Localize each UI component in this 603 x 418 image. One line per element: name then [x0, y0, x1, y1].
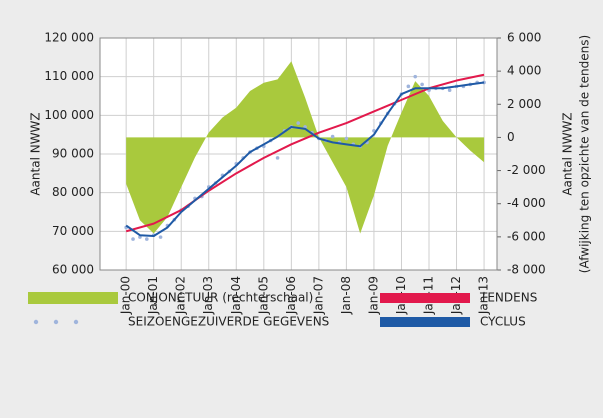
y2-tick-label: -4 000	[507, 196, 546, 210]
x-tick-label: Jan-00	[119, 276, 133, 315]
y2-tick-label: -2 000	[507, 163, 546, 177]
legend-swatch	[380, 317, 470, 327]
x-tick-label: Jan-03	[201, 276, 215, 315]
y2-axis-title: (Afwijking ten opzichte van de tendens)	[578, 35, 592, 273]
data-point	[420, 82, 424, 87]
y-tick-label: 110 000	[44, 69, 94, 83]
y2-tick-label: -6 000	[507, 229, 546, 243]
data-point	[158, 235, 163, 239]
legend-swatch	[33, 319, 39, 325]
x-tick-label: Jan-07	[311, 276, 325, 315]
data-point	[413, 74, 418, 79]
y2-tick-label: 2 000	[507, 97, 541, 111]
legend-label: CYCLUS	[480, 315, 526, 329]
y-axis-title: Aantal NWWZ	[29, 112, 43, 195]
legend-label: CONJONCTUUR (rechterschaal)	[128, 291, 313, 305]
y-tick-label: 90 000	[52, 147, 94, 161]
x-tick-label: Jan-06	[284, 276, 298, 315]
y2-tick-label: 4 000	[507, 64, 541, 78]
x-tick-label: Jan-09	[366, 276, 380, 315]
legend-swatch	[53, 319, 59, 325]
plot-border	[99, 37, 498, 271]
data-point	[330, 134, 335, 139]
data-point	[406, 84, 411, 89]
legend-label: SEIZOENGEZUIVERDE GEGEVENS	[128, 315, 329, 329]
data-point	[447, 88, 452, 92]
y2-tick-label: -8 000	[507, 263, 546, 277]
line	[125, 81, 485, 237]
y-tick-label: 100 000	[44, 108, 94, 122]
y-tick-label: 120 000	[44, 31, 94, 45]
legend-swatch	[380, 293, 470, 303]
x-tick-label: Jan-04	[229, 276, 243, 315]
x-tick-label: Jan-02	[174, 276, 188, 315]
x-tick-label: Jan-13	[477, 276, 491, 315]
y2-tick-label: 0	[507, 130, 515, 144]
y-tick-label: 80 000	[52, 185, 94, 199]
y-tick-label: 70 000	[52, 224, 94, 238]
data-point	[296, 121, 301, 125]
legend-swatch	[73, 319, 79, 325]
legend-swatch	[28, 292, 118, 304]
data-point	[145, 237, 149, 241]
y2-tick-label: 6 000	[507, 31, 541, 45]
y2-axis-title: Aantal NWWZ	[561, 112, 575, 195]
legend-label: TENDENS	[479, 291, 537, 305]
data-point	[275, 156, 280, 160]
area	[126, 61, 485, 234]
data-point	[344, 136, 349, 141]
x-tick-label: Jan-05	[256, 276, 270, 315]
x-tick-label: Jan-08	[339, 276, 353, 315]
data-point	[131, 237, 135, 241]
y-tick-label: 60 000	[52, 263, 94, 277]
x-tick-label: Jan-01	[146, 276, 160, 315]
